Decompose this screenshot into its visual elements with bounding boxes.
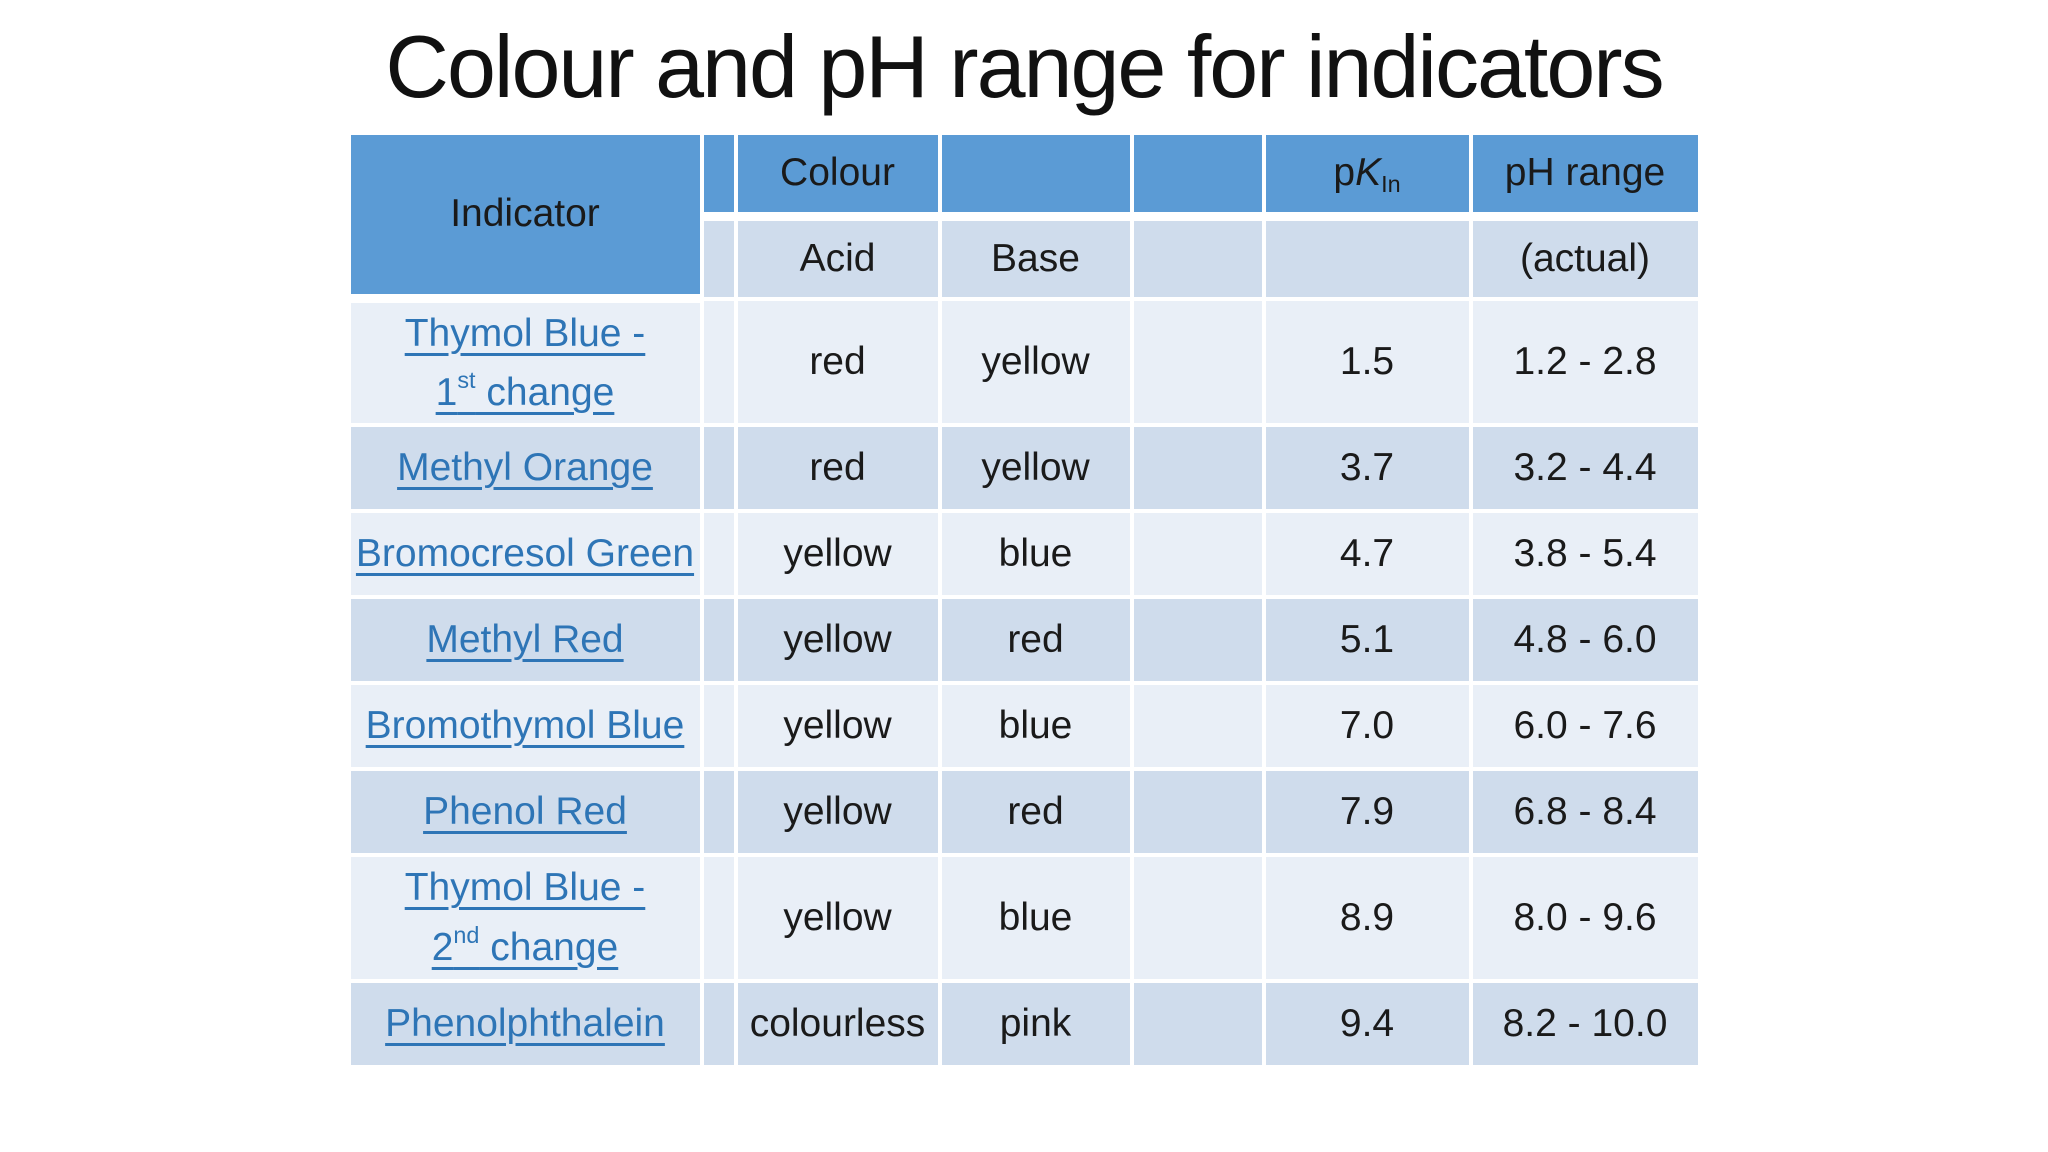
- spacer-cell: [699, 766, 738, 857]
- base-colour-cell: blue: [937, 680, 1134, 771]
- header-row-top: Indicator Colour pKIn pH range: [346, 130, 1702, 304]
- pk-value-cell: 5.1: [1261, 594, 1473, 685]
- acid-colour-cell: yellow: [733, 766, 942, 857]
- spacer-cell: [699, 296, 738, 427]
- indicator-link[interactable]: Thymol Blue -2nd change: [404, 866, 646, 969]
- spacer-cell: [1129, 594, 1266, 685]
- pk-value-cell: 8.9: [1261, 852, 1473, 983]
- ph-range-cell: 4.8 - 6.0: [1468, 594, 1702, 685]
- pk-value-cell: 4.7: [1261, 508, 1473, 599]
- indicator-cell: Methyl Orange: [346, 422, 704, 513]
- subheader-acid: Acid: [733, 214, 942, 301]
- indicator-cell: Phenol Red: [346, 766, 704, 857]
- subheader-base: Base: [937, 214, 1134, 301]
- indicator-cell: Bromothymol Blue: [346, 680, 704, 771]
- indicator-link[interactable]: Methyl Red: [426, 617, 624, 661]
- spacer-cell: [699, 508, 738, 599]
- pk-value-cell: 3.7: [1261, 422, 1473, 513]
- spacer-cell: [699, 852, 738, 983]
- ph-range-cell: 8.0 - 9.6: [1468, 852, 1702, 983]
- acid-colour-cell: red: [733, 296, 942, 427]
- ph-range-cell: 3.2 - 4.4: [1468, 422, 1702, 513]
- table-row: Methyl Red yellow red 5.1 4.8 - 6.0: [346, 594, 1702, 685]
- base-colour-cell: red: [937, 594, 1134, 685]
- pk-p: p: [1333, 151, 1356, 195]
- spacer-cell: [699, 594, 738, 685]
- pk-value-cell: 7.0: [1261, 680, 1473, 771]
- acid-colour-cell: yellow: [733, 594, 942, 685]
- indicators-table: Indicator Colour pKIn pH range Acid Base…: [346, 130, 1702, 1069]
- table-row: Phenolphthalein colourless pink 9.4 8.2 …: [346, 978, 1702, 1069]
- slide-title: Colour and pH range for indicators: [385, 17, 1664, 116]
- header-colour: Colour: [733, 130, 942, 222]
- indicator-link[interactable]: Bromocresol Green: [355, 531, 695, 575]
- pk-value-cell: 9.4: [1261, 978, 1473, 1069]
- pk-value-cell: 7.9: [1261, 766, 1473, 857]
- spacer-cell: [1129, 508, 1266, 599]
- header-pk: pKIn: [1261, 130, 1473, 222]
- table-row: Bromocresol Green yellow blue 4.7 3.8 - …: [346, 508, 1702, 599]
- pk-subscript: In: [1381, 170, 1401, 197]
- ph-range-cell: 6.0 - 7.6: [1468, 680, 1702, 771]
- spacer-cell: [699, 422, 738, 513]
- indicator-cell: Phenolphthalein: [346, 978, 704, 1069]
- acid-colour-cell: yellow: [733, 680, 942, 771]
- table-row: Thymol Blue -1st change red yellow 1.5 1…: [346, 296, 1702, 427]
- ph-range-cell: 6.8 - 8.4: [1468, 766, 1702, 857]
- table-row: Phenol Red yellow red 7.9 6.8 - 8.4: [346, 766, 1702, 857]
- indicator-link[interactable]: Bromothymol Blue: [365, 703, 685, 747]
- indicator-link[interactable]: Methyl Orange: [397, 445, 653, 489]
- acid-colour-cell: yellow: [733, 508, 942, 599]
- spacer-cell: [1129, 978, 1266, 1069]
- base-colour-cell: blue: [937, 852, 1134, 983]
- table-body: Thymol Blue -1st change red yellow 1.5 1…: [346, 296, 1702, 1069]
- header-spacer: [699, 130, 738, 222]
- base-colour-cell: yellow: [937, 422, 1134, 513]
- indicator-cell: Methyl Red: [346, 594, 704, 685]
- spacer-cell: [699, 680, 738, 771]
- slide: Colour and pH range for indicators Indic…: [0, 17, 2048, 1152]
- header-spacer: [1129, 130, 1266, 222]
- table-row: Thymol Blue -2nd change yellow blue 8.9 …: [346, 852, 1702, 983]
- header-ph-range: pH range: [1468, 130, 1702, 222]
- acid-colour-cell: red: [733, 422, 942, 513]
- spacer-cell: [1129, 422, 1266, 513]
- indicator-link[interactable]: Phenolphthalein: [385, 1001, 665, 1045]
- base-colour-cell: yellow: [937, 296, 1134, 427]
- indicator-cell: Thymol Blue -1st change: [346, 296, 704, 427]
- subheader-blank: [1261, 214, 1473, 301]
- spacer-cell: [699, 978, 738, 1069]
- base-colour-cell: blue: [937, 508, 1134, 599]
- indicator-link[interactable]: Phenol Red: [423, 789, 627, 833]
- indicator-cell: Bromocresol Green: [346, 508, 704, 599]
- table-row: Methyl Orange red yellow 3.7 3.2 - 4.4: [346, 422, 1702, 513]
- indicator-link[interactable]: Thymol Blue -1st change: [404, 311, 646, 414]
- spacer-cell: [1129, 680, 1266, 771]
- subheader-actual: (actual): [1468, 214, 1702, 301]
- acid-colour-cell: colourless: [733, 978, 942, 1069]
- indicator-cell: Thymol Blue -2nd change: [346, 852, 704, 983]
- spacer-cell: [1129, 766, 1266, 857]
- pk-k: K: [1355, 151, 1382, 195]
- header-indicator: Indicator: [346, 130, 704, 304]
- base-colour-cell: pink: [937, 978, 1134, 1069]
- base-colour-cell: red: [937, 766, 1134, 857]
- ph-range-cell: 3.8 - 5.4: [1468, 508, 1702, 599]
- spacer-cell: [1129, 852, 1266, 983]
- header-row-sub: Acid Base (actual): [349, 214, 1702, 301]
- ph-range-cell: 8.2 - 10.0: [1468, 978, 1702, 1069]
- acid-colour-cell: yellow: [733, 852, 942, 983]
- subheader-spacer: [1129, 214, 1266, 301]
- spacer-cell: [1129, 296, 1266, 427]
- pk-value-cell: 1.5: [1261, 296, 1473, 427]
- header-blank: [937, 130, 1134, 222]
- ph-range-cell: 1.2 - 2.8: [1468, 296, 1702, 427]
- table-row: Bromothymol Blue yellow blue 7.0 6.0 - 7…: [346, 680, 1702, 771]
- subheader-spacer: [699, 214, 738, 301]
